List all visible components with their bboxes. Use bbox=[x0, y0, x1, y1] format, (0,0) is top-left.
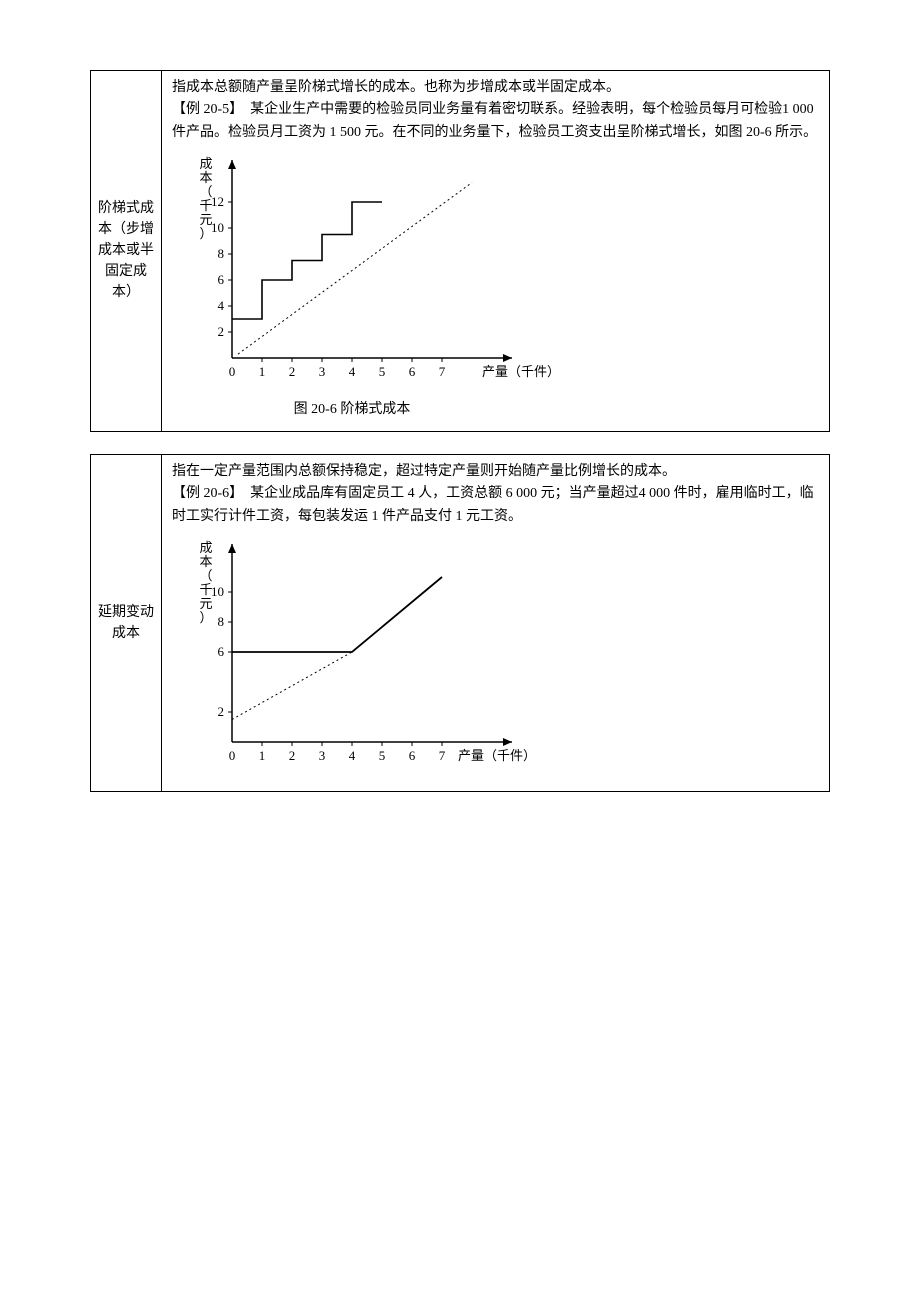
example-text: 【例 20-5】 某企业生产中需要的检验员同业务量有着密切联系。经验表明，每个检… bbox=[172, 99, 819, 144]
svg-text:2: 2 bbox=[218, 704, 225, 719]
svg-text:4: 4 bbox=[349, 748, 356, 763]
row-label: 延期变动成本 bbox=[95, 602, 157, 644]
deferred-cost-chart: 2 6 8 10 0 1 2 3 4 5 6 7 成本（千元） 产量（千件） bbox=[172, 532, 819, 780]
svg-text:（: （ bbox=[199, 568, 212, 583]
svg-text:8: 8 bbox=[218, 246, 225, 261]
svg-text:产量（千件）: 产量（千件） bbox=[458, 748, 536, 763]
svg-text:0: 0 bbox=[229, 364, 236, 379]
step-cost-chart: 2468101201234567成本（千元）产量（千件） 图 20-6 阶梯式成… bbox=[172, 148, 819, 421]
svg-text:4: 4 bbox=[349, 364, 356, 379]
svg-text:本: 本 bbox=[199, 554, 212, 569]
svg-text:2: 2 bbox=[289, 364, 296, 379]
row-content-cell: 指在一定产量范围内总额保持稳定，超过特定产量则开始随产量比例增长的成本。 【例 … bbox=[162, 455, 829, 791]
svg-text:6: 6 bbox=[218, 272, 225, 287]
svg-text:成: 成 bbox=[199, 540, 212, 555]
svg-text:）: ） bbox=[199, 610, 212, 625]
svg-text:0: 0 bbox=[229, 748, 236, 763]
svg-text:6: 6 bbox=[409, 364, 416, 379]
row-label-cell: 延期变动成本 bbox=[91, 455, 162, 791]
svg-text:产量（千件）: 产量（千件） bbox=[482, 364, 560, 379]
svg-text:元: 元 bbox=[199, 596, 212, 611]
svg-text:1: 1 bbox=[259, 748, 266, 763]
row-label-cell: 阶梯式成本（步增成本或半固定成本） bbox=[91, 71, 162, 431]
svg-text:5: 5 bbox=[379, 748, 386, 763]
step-cost-svg: 2468101201234567成本（千元）产量（千件） bbox=[172, 148, 612, 388]
svg-text:7: 7 bbox=[439, 748, 446, 763]
svg-text:3: 3 bbox=[319, 364, 326, 379]
svg-text:成: 成 bbox=[199, 156, 212, 171]
definition-text: 指成本总额随产量呈阶梯式增长的成本。也称为步增成本或半固定成本。 bbox=[172, 77, 819, 99]
definition-text: 指在一定产量范围内总额保持稳定，超过特定产量则开始随产量比例增长的成本。 bbox=[172, 461, 819, 483]
svg-text:10: 10 bbox=[211, 584, 224, 599]
deferred-cost-svg: 2 6 8 10 0 1 2 3 4 5 6 7 成本（千元） 产量（千件） bbox=[172, 532, 612, 772]
example-text: 【例 20-6】 某企业成品库有固定员工 4 人，工资总额 6 000 元；当产… bbox=[172, 483, 819, 528]
row-content-cell: 指成本总额随产量呈阶梯式增长的成本。也称为步增成本或半固定成本。 【例 20-5… bbox=[162, 71, 829, 431]
svg-text:）: ） bbox=[199, 226, 212, 241]
svg-text:2: 2 bbox=[218, 324, 225, 339]
svg-text:5: 5 bbox=[379, 364, 386, 379]
svg-text:千: 千 bbox=[199, 198, 212, 213]
svg-text:3: 3 bbox=[319, 748, 326, 763]
step-cost-section: 阶梯式成本（步增成本或半固定成本） 指成本总额随产量呈阶梯式增长的成本。也称为步… bbox=[90, 70, 830, 432]
chart-caption: 图 20-6 阶梯式成本 bbox=[172, 399, 532, 421]
svg-text:6: 6 bbox=[218, 644, 225, 659]
svg-text:（: （ bbox=[199, 184, 212, 199]
svg-text:元: 元 bbox=[199, 212, 212, 227]
svg-text:8: 8 bbox=[218, 614, 225, 629]
deferred-cost-section: 延期变动成本 指在一定产量范围内总额保持稳定，超过特定产量则开始随产量比例增长的… bbox=[90, 454, 830, 792]
row-label: 阶梯式成本（步增成本或半固定成本） bbox=[95, 198, 157, 303]
svg-text:1: 1 bbox=[259, 364, 266, 379]
svg-text:12: 12 bbox=[211, 194, 224, 209]
svg-text:2: 2 bbox=[289, 748, 296, 763]
svg-text:本: 本 bbox=[199, 170, 212, 185]
svg-text:10: 10 bbox=[211, 220, 224, 235]
svg-text:6: 6 bbox=[409, 748, 416, 763]
svg-text:4: 4 bbox=[218, 298, 225, 313]
svg-text:7: 7 bbox=[439, 364, 446, 379]
svg-text:千: 千 bbox=[199, 582, 212, 597]
